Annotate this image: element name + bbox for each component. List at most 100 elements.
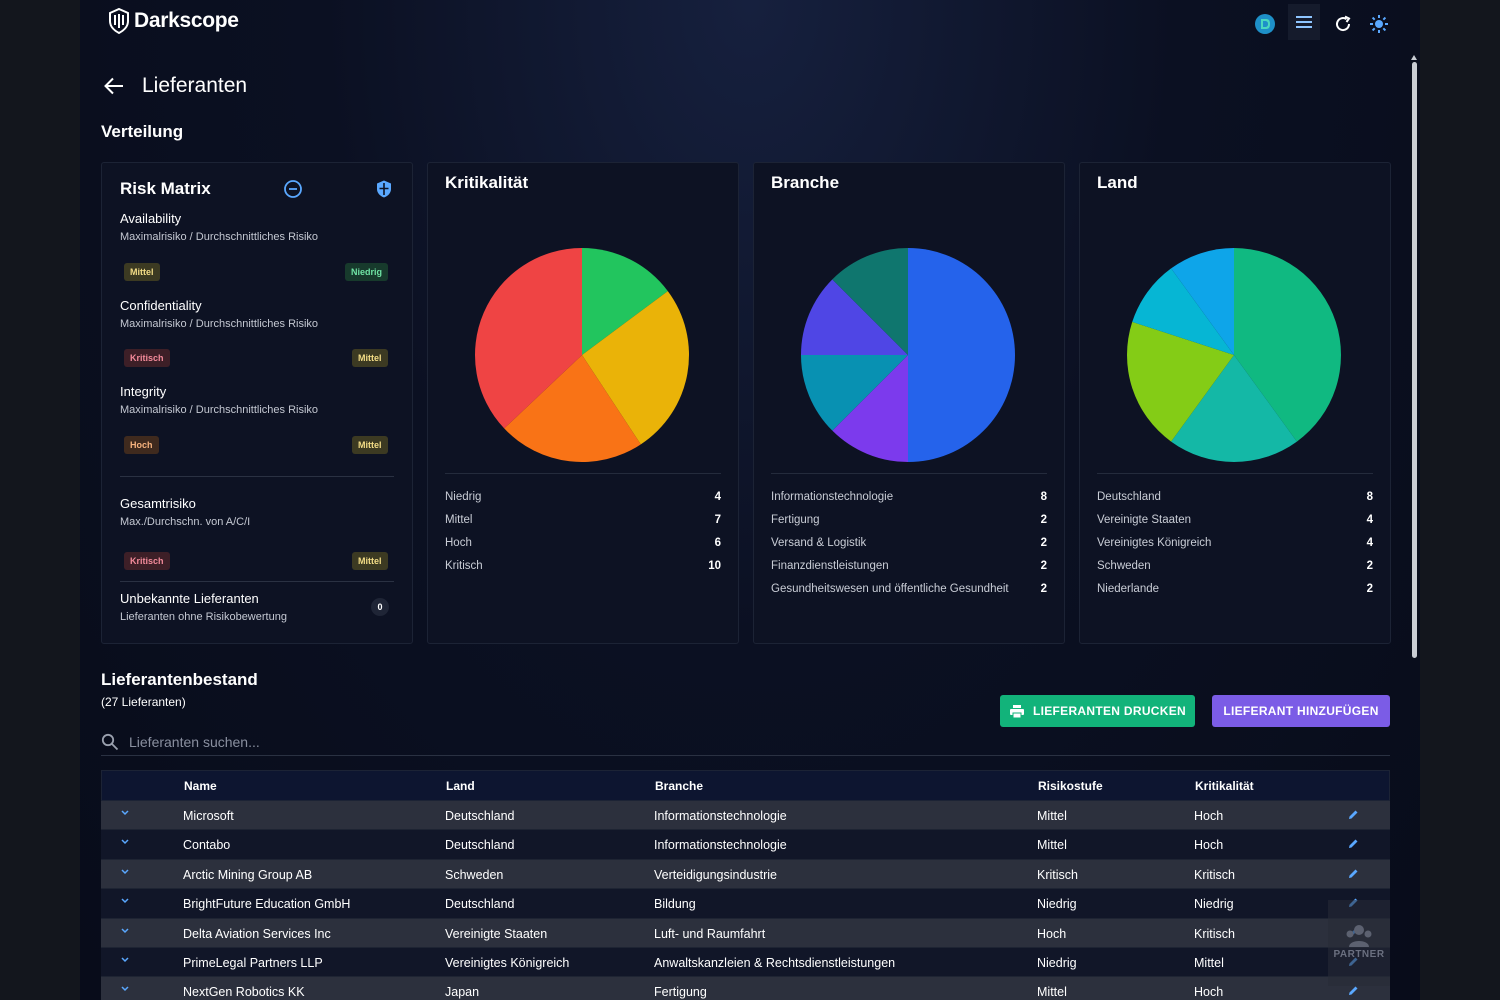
print-suppliers-button[interactable]: LIEFERANTEN DRUCKEN bbox=[1000, 695, 1195, 727]
chevron-down-icon[interactable] bbox=[121, 869, 129, 875]
risk-item-total: Gesamtrisiko Max./Durchschn. von A/C/I bbox=[120, 496, 392, 528]
risk-item-name: Gesamtrisiko bbox=[120, 496, 196, 511]
chart-legend: Informationstechnologie 8 Fertigung 2 Versan… bbox=[771, 485, 1047, 600]
pie-slice[interactable] bbox=[832, 248, 908, 355]
inventory-count: (27 Lieferanten) bbox=[101, 695, 186, 709]
chart-legend: Deutschland 8 Vereinigte Staaten 4 Vereinigt… bbox=[1097, 485, 1373, 600]
edit-icon[interactable] bbox=[1347, 868, 1359, 880]
risk-item-unknown[interactable]: Unbekannte Lieferanten Lieferanten ohne … bbox=[120, 591, 392, 623]
pie-slice[interactable] bbox=[475, 248, 582, 429]
chart-card-branche: Branche Informationstechnologie 8 Fertigun… bbox=[753, 162, 1065, 644]
pie-slice[interactable] bbox=[582, 248, 668, 355]
cell-branche: Luft- und Raumfahrt bbox=[654, 926, 766, 941]
edit-icon[interactable] bbox=[1347, 809, 1359, 821]
risk-item-name: Integrity bbox=[120, 384, 167, 399]
cell-name: PrimeLegal Partners LLP bbox=[183, 955, 323, 970]
status-badge: Kritisch bbox=[124, 552, 170, 570]
edit-icon[interactable] bbox=[1347, 985, 1359, 997]
pie-slice[interactable] bbox=[1171, 355, 1297, 462]
pie-slice[interactable] bbox=[582, 291, 689, 445]
chevron-down-icon[interactable] bbox=[121, 898, 129, 904]
edit-icon[interactable] bbox=[1347, 838, 1359, 850]
legend-label: Versand & Logistik bbox=[771, 536, 867, 549]
legend-label: Niederlande bbox=[1097, 582, 1160, 595]
cell-risk: Mittel bbox=[1037, 809, 1067, 823]
chevron-down-icon[interactable] bbox=[121, 957, 129, 963]
risk-item-integrity: Integrity Maximalrisiko / Durchschnittli… bbox=[120, 384, 392, 416]
table-row[interactable]: NextGen Robotics KK Japan Fertigung Mittel H… bbox=[101, 977, 1390, 1000]
table-row[interactable]: PrimeLegal Partners LLP Vereinigtes König… bbox=[101, 947, 1390, 978]
pie-slice[interactable] bbox=[504, 355, 641, 462]
pie-slice[interactable] bbox=[1171, 248, 1234, 355]
app-logo[interactable]: Darkscope bbox=[108, 8, 239, 34]
pie-slice[interactable] bbox=[801, 279, 908, 355]
chart-title: Land bbox=[1097, 173, 1138, 192]
avatar[interactable] bbox=[1252, 11, 1278, 37]
cell-risk: Niedrig bbox=[1037, 955, 1077, 970]
chevron-down-icon[interactable] bbox=[121, 986, 129, 992]
column-header-branche[interactable]: Branche bbox=[655, 778, 704, 793]
status-badge: Mittel bbox=[352, 349, 388, 367]
column-header-krit[interactable]: Kritikalität bbox=[1195, 778, 1254, 793]
search-input[interactable] bbox=[129, 733, 729, 750]
cell-land: Deutschland bbox=[445, 897, 515, 912]
risk-item-sub: Lieferanten ohne Risikobewertung bbox=[120, 611, 287, 623]
risk-item-sub: Maximalrisiko / Durchschnittliches Risik… bbox=[120, 318, 319, 330]
legend-item: Niederlande 2 bbox=[1097, 577, 1373, 600]
menu-button[interactable] bbox=[1288, 4, 1320, 40]
pie-slice[interactable] bbox=[832, 355, 908, 462]
collapse-icon[interactable] bbox=[283, 179, 303, 199]
pie-chart bbox=[475, 248, 689, 462]
partner-widget[interactable]: PARTNER bbox=[1328, 900, 1390, 986]
chevron-down-icon[interactable] bbox=[121, 810, 129, 816]
cell-risk: Hoch bbox=[1037, 926, 1067, 941]
risk-item-confidentiality: Confidentiality Maximalrisiko / Durchsch… bbox=[120, 298, 392, 330]
pie-slice[interactable] bbox=[1127, 321, 1234, 442]
column-header-name[interactable]: Name bbox=[184, 778, 217, 793]
legend-label: Fertigung bbox=[771, 513, 820, 526]
legend-item: Schweden 2 bbox=[1097, 554, 1373, 577]
table-row[interactable]: Delta Aviation Services Inc Vereinigte St… bbox=[101, 918, 1390, 948]
legend-label: Kritisch bbox=[445, 559, 483, 572]
column-header-risk[interactable]: Risikostufe bbox=[1038, 778, 1103, 793]
risk-item-sub: Max./Durchschn. von A/C/I bbox=[120, 516, 251, 528]
cell-branche: Bildung bbox=[654, 897, 696, 912]
pie-slice[interactable] bbox=[1132, 268, 1234, 355]
risk-item-sub: Maximalrisiko / Durchschnittliches Risik… bbox=[120, 404, 319, 416]
column-header-land[interactable]: Land bbox=[446, 778, 475, 793]
table-row[interactable]: Microsoft Deutschland Informationstechnolo… bbox=[101, 801, 1390, 831]
scroll-up-arrow[interactable] bbox=[1411, 55, 1417, 60]
chevron-down-icon[interactable] bbox=[121, 928, 129, 934]
status-badge: Kritisch bbox=[124, 349, 170, 367]
refresh-button[interactable] bbox=[1330, 11, 1356, 37]
search-icon bbox=[101, 733, 119, 750]
cell-land: Schweden bbox=[445, 867, 504, 882]
cell-name: Microsoft bbox=[183, 809, 234, 823]
table-row[interactable]: Contabo Deutschland Informationstechnologi… bbox=[101, 830, 1390, 860]
pie-slice[interactable] bbox=[908, 248, 1015, 462]
legend-label: Vereinigtes Königreich bbox=[1097, 536, 1212, 549]
add-button-label: LIEFERANT HINZUFÜGEN bbox=[1223, 704, 1379, 718]
table-row[interactable]: BrightFuture Education GmbH Deutschland Bi… bbox=[101, 889, 1390, 919]
chevron-down-icon[interactable] bbox=[121, 839, 129, 845]
top-actions bbox=[1252, 4, 1392, 40]
legend-label: Finanzdienstleistungen bbox=[771, 559, 889, 572]
cell-name: Delta Aviation Services Inc bbox=[183, 926, 331, 941]
pie-slice[interactable] bbox=[801, 355, 908, 431]
legend-item: Deutschland 8 bbox=[1097, 485, 1373, 508]
scrollbar[interactable] bbox=[1412, 62, 1417, 658]
cell-land: Japan bbox=[445, 985, 480, 1000]
cell-land: Deutschland bbox=[445, 809, 515, 823]
app-window: Darkscope bbox=[80, 0, 1420, 1000]
legend-value: 10 bbox=[708, 559, 721, 572]
unknown-count-badge: 0 bbox=[371, 598, 389, 616]
pie-slice[interactable] bbox=[1234, 248, 1341, 442]
legend-label: Gesundheitswesen und öffentliche Gesundh… bbox=[771, 582, 1009, 595]
back-arrow-icon[interactable] bbox=[104, 77, 124, 95]
table-row[interactable]: Arctic Mining Group AB Schweden Verteidigu… bbox=[101, 859, 1390, 890]
legend-label: Deutschland bbox=[1097, 490, 1161, 503]
add-supplier-button[interactable]: LIEFERANT HINZUFÜGEN bbox=[1212, 695, 1390, 727]
print-button-label: LIEFERANTEN DRUCKEN bbox=[1032, 704, 1187, 718]
theme-toggle-button[interactable] bbox=[1366, 11, 1392, 37]
shield-icon[interactable] bbox=[374, 179, 394, 199]
